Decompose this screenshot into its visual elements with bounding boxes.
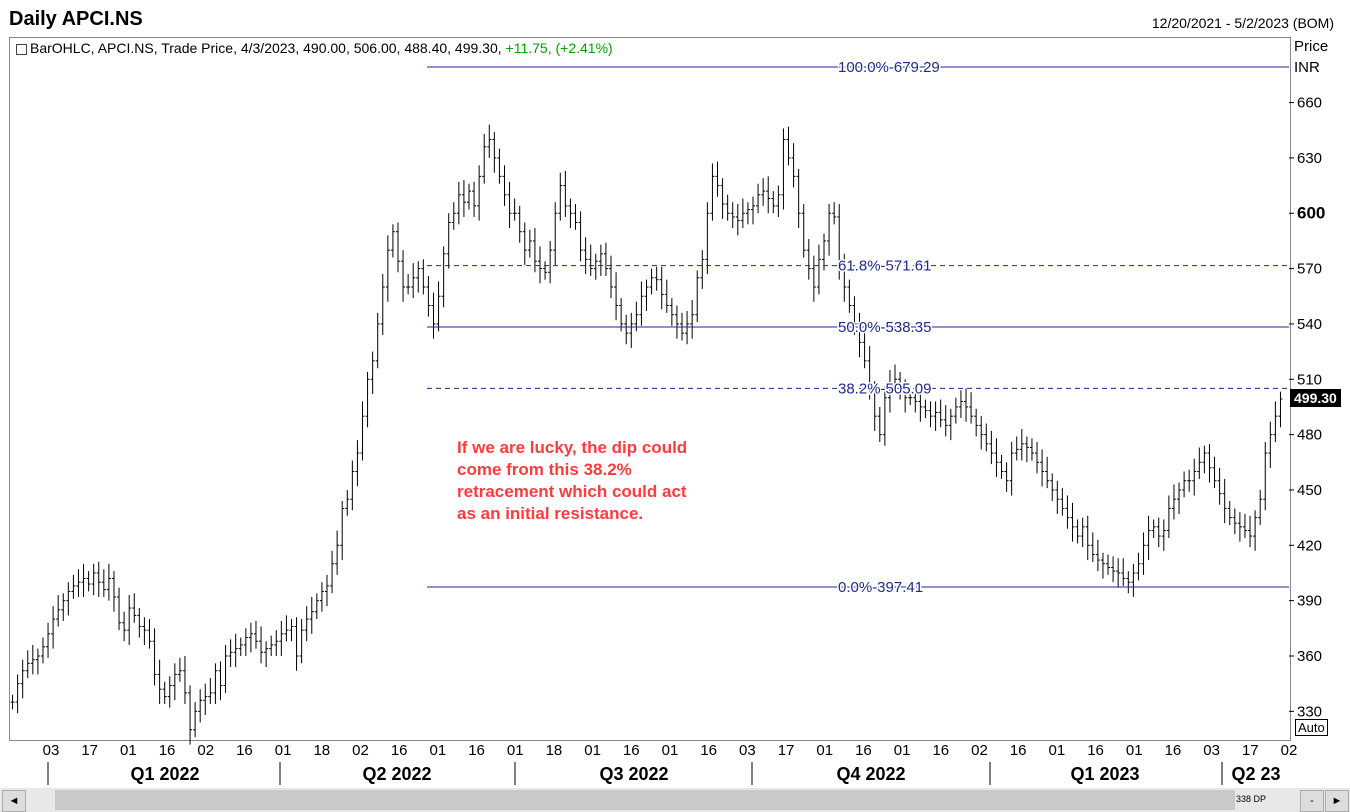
auto-scale-button[interactable]: Auto <box>1295 719 1328 736</box>
y-tick-label: 420 <box>1297 537 1322 554</box>
annotation-line: as an initial resistance. <box>457 504 644 523</box>
quarter-label: Q1 2022 <box>130 764 199 784</box>
x-tick-label: 02 <box>197 742 214 759</box>
x-tick-label: 18 <box>313 742 330 759</box>
quarter-label: Q2 23 <box>1231 764 1280 784</box>
y-tick-label: 660 <box>1297 95 1322 112</box>
y-tick-label: 330 <box>1297 703 1322 720</box>
x-tick-label: 18 <box>546 742 563 759</box>
zoom-out-icon[interactable]: - <box>1300 790 1324 812</box>
price-axis-title: Price <box>1294 38 1329 55</box>
info-toggle-icon[interactable] <box>16 43 27 55</box>
x-tick-label: 16 <box>1165 742 1182 759</box>
last-price-tag: 499.30 <box>1290 389 1341 407</box>
scroll-left-icon[interactable]: ◄ <box>2 790 26 812</box>
x-tick-label: 01 <box>894 742 911 759</box>
y-tick-label: 570 <box>1297 261 1322 278</box>
x-tick-label: 16 <box>159 742 176 759</box>
ohlc-text: BarOHLC, APCI.NS, Trade Price, 4/3/2023,… <box>30 40 502 56</box>
x-tick-label: 03 <box>739 742 756 759</box>
x-tick-label: 17 <box>1242 742 1259 759</box>
x-tick-label: 03 <box>1203 742 1220 759</box>
x-tick-label: 16 <box>391 742 408 759</box>
scroll-right-icon[interactable]: ► <box>1325 790 1349 812</box>
x-tick-label: 01 <box>1049 742 1066 759</box>
y-tick-label: 360 <box>1297 648 1322 665</box>
x-tick-label: 16 <box>855 742 872 759</box>
y-tick-label: 480 <box>1297 427 1322 444</box>
annotation-line: retracement which could act <box>457 482 687 501</box>
annotation-text: If we are lucky, the dip could come from… <box>457 437 687 525</box>
x-tick-label: 01 <box>584 742 601 759</box>
x-tick-label: 16 <box>932 742 949 759</box>
x-tick-label: 01 <box>1126 742 1143 759</box>
y-tick-label: 600 <box>1297 203 1325 222</box>
ohlc-info: BarOHLC, APCI.NS, Trade Price, 4/3/2023,… <box>16 40 613 56</box>
x-tick-label: 01 <box>662 742 679 759</box>
x-tick-label: 16 <box>1087 742 1104 759</box>
x-tick-label: 02 <box>971 742 988 759</box>
x-tick-label: 17 <box>81 742 98 759</box>
x-tick-label: 02 <box>1281 742 1298 759</box>
x-tick-label: 02 <box>352 742 369 759</box>
data-point-count: 338 DP <box>1236 794 1267 804</box>
quarter-label: Q2 2022 <box>362 764 431 784</box>
annotation-line: come from this 38.2% <box>457 460 632 479</box>
x-tick-label: 03 <box>43 742 60 759</box>
x-tick-label: 16 <box>236 742 253 759</box>
x-tick-label: 01 <box>430 742 447 759</box>
x-tick-label: 16 <box>468 742 485 759</box>
y-tick-label: 540 <box>1297 316 1322 333</box>
y-tick-label: 390 <box>1297 593 1322 610</box>
x-tick-label: 01 <box>275 742 292 759</box>
price-change: +11.75, (+2.41%) <box>505 40 613 56</box>
quarter-label: Q1 2023 <box>1070 764 1139 784</box>
price-axis-unit: INR <box>1294 59 1320 76</box>
plot-area[interactable] <box>9 37 1291 741</box>
x-tick-label: 01 <box>816 742 833 759</box>
annotation-line: If we are lucky, the dip could <box>457 438 688 457</box>
chart-title: Daily APCI.NS <box>9 8 143 30</box>
x-tick-label: 01 <box>507 742 524 759</box>
x-tick-label: 16 <box>700 742 717 759</box>
x-tick-label: 01 <box>120 742 137 759</box>
x-tick-label: 17 <box>778 742 795 759</box>
y-tick-label: 630 <box>1297 150 1322 167</box>
x-tick-label: 16 <box>1010 742 1027 759</box>
x-tick-label: 16 <box>623 742 640 759</box>
scroll-thumb[interactable] <box>55 790 1235 810</box>
quarter-label: Q3 2022 <box>599 764 668 784</box>
date-range: 12/20/2021 - 5/2/2023 (BOM) <box>1151 15 1334 31</box>
quarter-label: Q4 2022 <box>836 764 905 784</box>
y-tick-label: 450 <box>1297 482 1322 499</box>
horizontal-scrollbar[interactable]: ◄ 338 DP - ► <box>0 788 1350 812</box>
y-tick-label: 510 <box>1297 371 1322 388</box>
